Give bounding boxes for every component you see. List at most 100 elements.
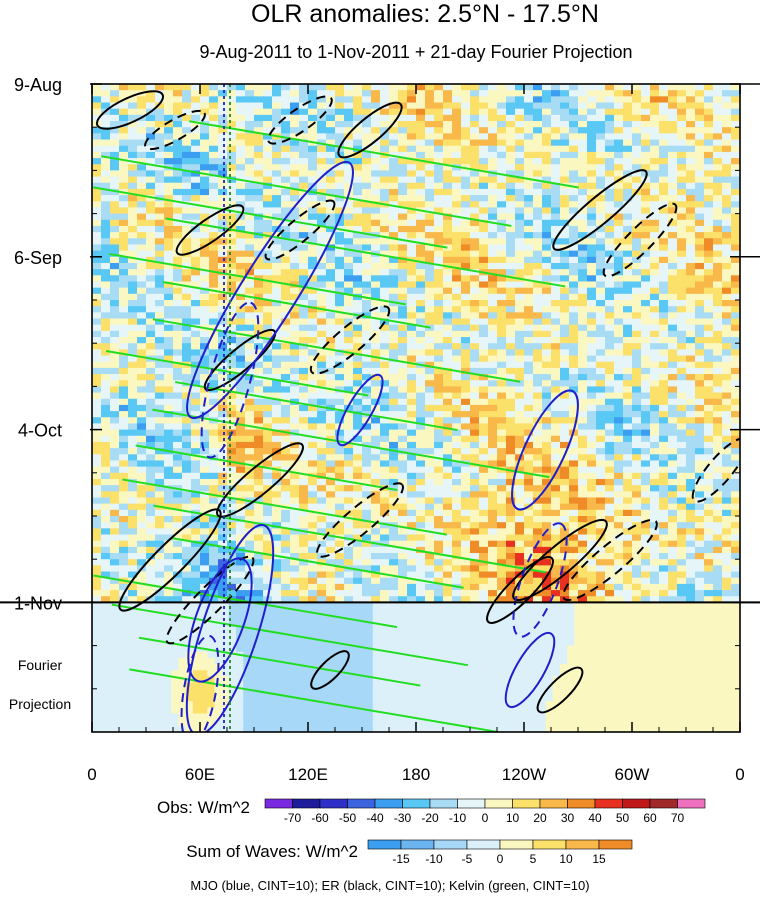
obs-cell	[488, 380, 498, 387]
obs-cell	[722, 201, 732, 209]
obs-cell	[173, 330, 183, 338]
obs-cell	[173, 454, 183, 462]
obs-cell	[560, 300, 570, 307]
obs-cell	[236, 269, 246, 276]
obs-cell	[506, 411, 516, 418]
obs-cell	[407, 176, 417, 184]
obs-cell	[659, 404, 669, 412]
obs-cell	[560, 460, 570, 468]
obs-cell	[272, 164, 282, 171]
obs-cell	[470, 164, 480, 171]
obs-cell	[371, 225, 381, 233]
obs-cell	[524, 262, 534, 270]
obs-cell	[146, 466, 156, 474]
obs-cell	[173, 380, 183, 387]
obs-cell	[623, 411, 633, 418]
obs-cell	[371, 96, 381, 104]
obs-cell	[200, 232, 210, 239]
obs-cell	[668, 269, 678, 276]
obs-cell	[200, 207, 210, 215]
obs-cell	[704, 145, 714, 153]
obs-cell	[380, 108, 390, 116]
obs-cell	[281, 466, 291, 474]
obs-cell	[380, 139, 390, 147]
obs-cell	[452, 386, 462, 394]
obs-cell	[236, 497, 246, 505]
obs-cell	[173, 195, 183, 202]
obs-cell	[398, 293, 408, 301]
obs-cell	[227, 300, 237, 307]
obs-cell	[398, 201, 408, 209]
obs-cell	[191, 324, 201, 332]
obs-cell	[722, 158, 732, 165]
obs-cell	[344, 213, 354, 221]
obs-cell	[290, 238, 300, 246]
obs-cell	[128, 349, 138, 357]
obs-cell	[380, 158, 390, 165]
obs-cell	[578, 207, 588, 215]
obs-cell	[344, 472, 354, 480]
obs-cell	[272, 355, 282, 363]
obs-cell	[713, 478, 723, 486]
obs-cell	[398, 380, 408, 387]
obs-cell	[731, 349, 740, 357]
obs-cell	[146, 380, 156, 387]
obs-cell	[245, 188, 255, 196]
obs-cell	[200, 225, 210, 233]
obs-cell	[164, 275, 174, 283]
obs-cell	[182, 127, 192, 134]
obs-cell	[146, 330, 156, 338]
obs-cell	[713, 127, 723, 134]
obs-cell	[236, 318, 246, 326]
obs-cell	[479, 503, 489, 511]
obs-cell	[434, 114, 444, 122]
obs-cell	[488, 441, 498, 449]
obs-cell	[236, 108, 246, 116]
obs-cell	[596, 497, 606, 505]
obs-cell	[398, 102, 408, 110]
obs-cell	[443, 176, 453, 184]
obs-cell	[344, 244, 354, 252]
obs-cell	[362, 225, 372, 233]
obs-cell	[722, 386, 732, 394]
obs-cell	[578, 411, 588, 418]
obs-cell	[551, 478, 561, 486]
obs-cell	[218, 84, 228, 91]
obs-cell	[110, 256, 120, 264]
obs-cell	[497, 337, 507, 344]
obs-cell	[731, 478, 740, 486]
obs-cell	[317, 355, 327, 363]
obs-cell	[704, 176, 714, 184]
obs-cell	[488, 491, 498, 499]
obs-cell	[191, 182, 201, 190]
obs-cell	[155, 201, 165, 209]
obs-cell	[695, 448, 705, 455]
obs-cell	[497, 312, 507, 320]
obs-cell	[722, 182, 732, 190]
obs-cell	[686, 460, 696, 468]
obs-cell	[596, 411, 606, 418]
obs-cell	[245, 151, 255, 159]
obs-cell	[650, 275, 660, 283]
obs-cell	[209, 423, 219, 431]
obs-cell	[389, 306, 399, 313]
obs-cell	[704, 312, 714, 320]
obs-cell	[470, 485, 480, 492]
obs-cell	[326, 374, 336, 381]
obs-cell	[650, 207, 660, 215]
obs-cell	[281, 244, 291, 252]
obs-cell	[488, 460, 498, 468]
obs-cell	[731, 201, 740, 209]
obs-cell	[281, 367, 291, 375]
obs-cell	[146, 374, 156, 381]
obs-cell	[380, 182, 390, 190]
obs-cell	[542, 90, 552, 97]
obs-cell	[497, 96, 507, 104]
obs-cell	[560, 164, 570, 171]
obs-cell	[245, 238, 255, 246]
obs-cell	[182, 151, 192, 159]
obs-cell	[299, 429, 309, 437]
obs-cell	[461, 367, 471, 375]
obs-cell	[263, 466, 273, 474]
obs-cell	[632, 164, 642, 171]
